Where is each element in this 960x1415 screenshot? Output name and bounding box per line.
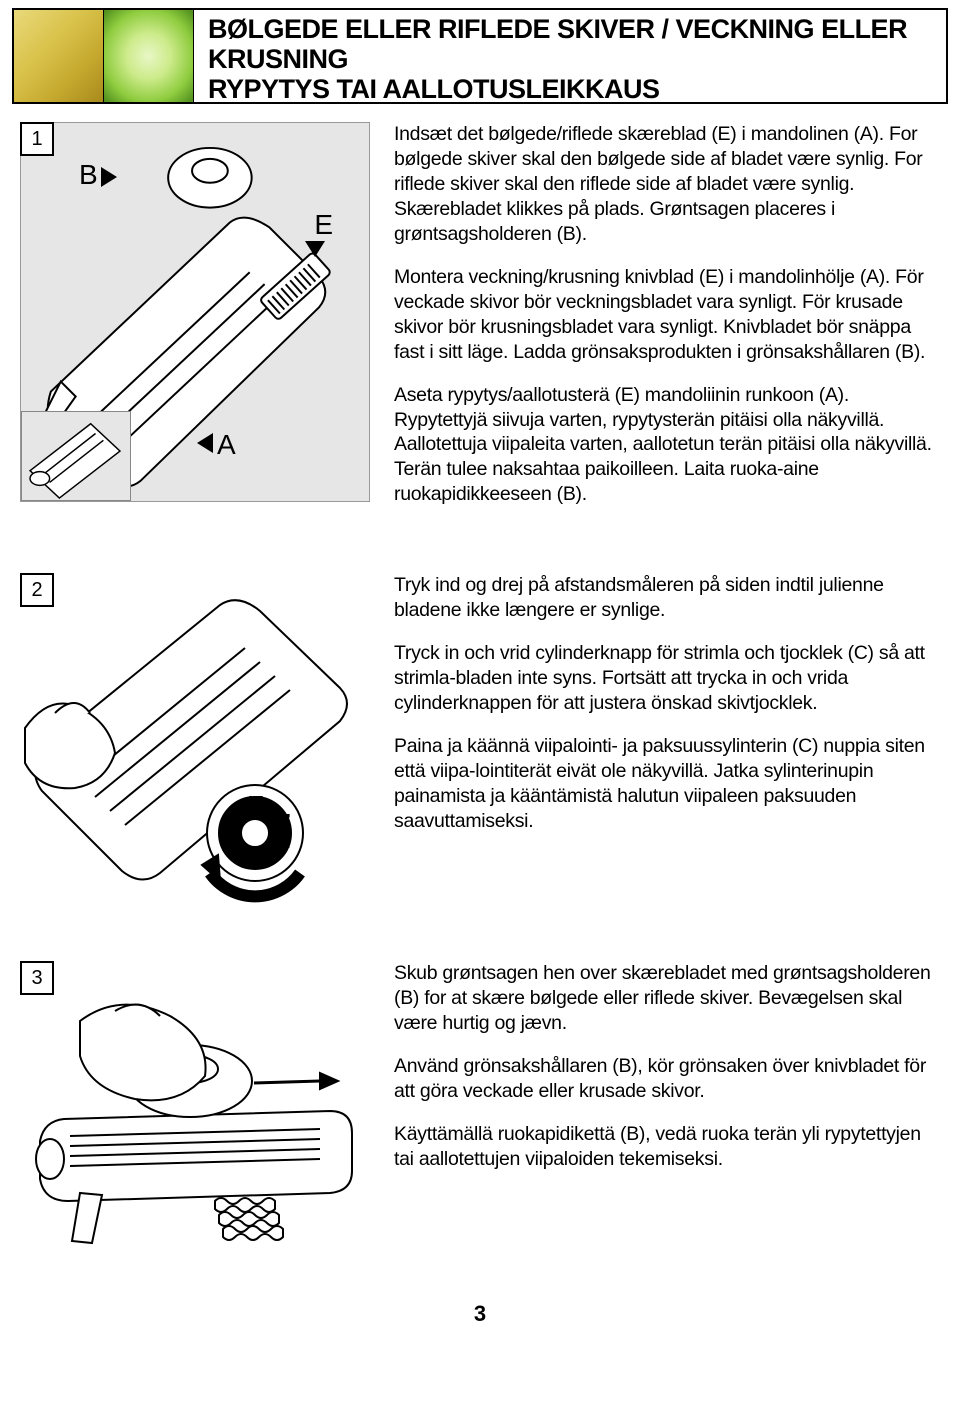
page-number: 3	[0, 1291, 960, 1347]
step1-fi: Aseta rypytys/aallotusterä (E) mandoliin…	[394, 383, 940, 508]
step3-sv: Använd grönsakshållaren (B), kör grönsak…	[394, 1054, 940, 1104]
text-3: Skub grøntsagen hen over skærebladet med…	[394, 961, 940, 1261]
mandoline-svg-3	[20, 961, 370, 1261]
title-line-2: RYPYTYS TAI AALLOTUSLEIKKAUS	[208, 74, 660, 104]
step-number-1: 1	[20, 122, 54, 156]
label-B: B	[79, 159, 98, 191]
mandoline-svg-2: 1/8" 1/4" 3/8"	[20, 573, 370, 913]
header-title: BØLGEDE ELLER RIFLEDE SKIVER / VECKNING …	[194, 10, 946, 102]
figure-3-box	[20, 961, 370, 1261]
step3-da: Skub grøntsagen hen over skærebladet med…	[394, 961, 940, 1036]
section-1: 1	[0, 104, 960, 555]
figure-1-inset	[21, 411, 131, 501]
arrow-E	[305, 241, 325, 257]
step-number-3: 3	[20, 961, 54, 995]
step1-da: Indsæt det bølgede/riflede skæreblad (E)…	[394, 122, 940, 247]
svg-text:1/8": 1/8"	[248, 796, 262, 805]
text-1: Indsæt det bølgede/riflede skæreblad (E)…	[394, 122, 940, 525]
step3-fi: Käyttämällä ruokapidikettä (B), vedä ruo…	[394, 1122, 940, 1172]
figure-2-box: 1/8" 1/4" 3/8"	[20, 573, 370, 913]
svg-text:1/4": 1/4"	[275, 814, 289, 823]
arrow-B	[101, 167, 117, 187]
figure-3: 3	[20, 961, 370, 1261]
label-E: E	[314, 209, 333, 241]
step2-fi: Paina ja käännä viipalointi- ja paksuuss…	[394, 734, 940, 834]
title-line-1: BØLGEDE ELLER RIFLEDE SKIVER / VECKNING …	[208, 14, 907, 74]
step-number-2: 2	[20, 573, 54, 607]
svg-text:3/8": 3/8"	[275, 844, 289, 853]
figure-1-box: B E A	[20, 122, 370, 502]
section-2: 2 1/8"	[0, 555, 960, 943]
step2-sv: Tryck in och vrid cylinderknapp för stri…	[394, 641, 940, 716]
step2-da: Tryk ind og drej på afstandsmåleren på s…	[394, 573, 940, 623]
figure-2: 2 1/8"	[20, 573, 370, 913]
figure-1: 1	[20, 122, 370, 525]
text-2: Tryk ind og drej på afstandsmåleren på s…	[394, 573, 940, 913]
arrow-A	[197, 433, 213, 453]
thumb-cucumber	[104, 10, 194, 102]
header-bar: BØLGEDE ELLER RIFLEDE SKIVER / VECKNING …	[12, 8, 948, 104]
label-A: A	[217, 429, 236, 461]
section-3: 3	[0, 943, 960, 1291]
step1-sv: Montera veckning/krusning knivblad (E) i…	[394, 265, 940, 365]
thumb-chip	[14, 10, 104, 102]
